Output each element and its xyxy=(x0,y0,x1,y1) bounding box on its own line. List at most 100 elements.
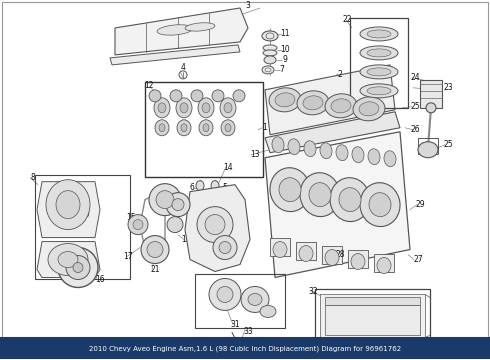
Text: 2: 2 xyxy=(338,70,343,79)
Ellipse shape xyxy=(221,120,235,136)
Ellipse shape xyxy=(167,217,183,233)
Ellipse shape xyxy=(272,137,284,153)
Ellipse shape xyxy=(205,215,225,235)
Text: 34: 34 xyxy=(247,350,257,359)
Ellipse shape xyxy=(203,124,209,132)
Ellipse shape xyxy=(300,173,340,217)
Bar xyxy=(350,18,408,108)
Ellipse shape xyxy=(202,103,210,113)
Bar xyxy=(35,175,130,279)
Ellipse shape xyxy=(367,30,391,38)
Ellipse shape xyxy=(170,90,182,102)
Polygon shape xyxy=(320,294,425,339)
Ellipse shape xyxy=(46,180,90,230)
Ellipse shape xyxy=(384,151,396,167)
Ellipse shape xyxy=(213,235,237,260)
Ellipse shape xyxy=(377,257,391,274)
Ellipse shape xyxy=(236,352,244,358)
Ellipse shape xyxy=(196,181,204,191)
Ellipse shape xyxy=(264,56,276,64)
Ellipse shape xyxy=(275,93,295,107)
Ellipse shape xyxy=(359,102,379,116)
Ellipse shape xyxy=(149,90,161,102)
Text: 14: 14 xyxy=(223,163,233,172)
Ellipse shape xyxy=(156,191,174,209)
Text: 7: 7 xyxy=(280,66,284,75)
Text: 26: 26 xyxy=(410,125,420,134)
Ellipse shape xyxy=(225,124,231,132)
Ellipse shape xyxy=(48,244,88,275)
Ellipse shape xyxy=(303,96,323,110)
Polygon shape xyxy=(265,112,400,153)
Ellipse shape xyxy=(263,45,277,51)
Ellipse shape xyxy=(233,90,245,102)
Bar xyxy=(325,305,420,336)
Ellipse shape xyxy=(66,256,90,279)
Text: 25: 25 xyxy=(410,102,420,111)
Text: 17: 17 xyxy=(123,252,133,261)
Ellipse shape xyxy=(351,253,365,270)
Ellipse shape xyxy=(157,25,193,35)
Bar xyxy=(145,82,263,177)
Ellipse shape xyxy=(154,98,170,118)
Text: 24: 24 xyxy=(410,73,420,82)
Ellipse shape xyxy=(147,242,163,257)
Ellipse shape xyxy=(269,88,301,112)
Bar xyxy=(420,80,442,108)
Ellipse shape xyxy=(339,188,361,212)
Ellipse shape xyxy=(199,120,213,136)
Text: 29: 29 xyxy=(415,200,425,209)
Polygon shape xyxy=(37,242,100,278)
Ellipse shape xyxy=(56,191,80,219)
Ellipse shape xyxy=(270,168,310,212)
Ellipse shape xyxy=(360,27,398,41)
Ellipse shape xyxy=(304,141,316,157)
Ellipse shape xyxy=(159,124,165,132)
Polygon shape xyxy=(185,185,250,271)
Ellipse shape xyxy=(320,143,332,159)
Text: 1: 1 xyxy=(263,123,268,132)
Ellipse shape xyxy=(297,91,329,115)
Bar xyxy=(322,246,342,264)
Polygon shape xyxy=(115,8,248,55)
Bar xyxy=(325,297,420,305)
Ellipse shape xyxy=(248,293,262,305)
Text: 25: 25 xyxy=(443,140,453,149)
Ellipse shape xyxy=(58,248,98,288)
Ellipse shape xyxy=(360,46,398,60)
Ellipse shape xyxy=(426,103,436,113)
Text: 19: 19 xyxy=(80,210,90,219)
Text: 8: 8 xyxy=(30,173,35,182)
Ellipse shape xyxy=(176,98,192,118)
Ellipse shape xyxy=(191,90,203,102)
Text: 12: 12 xyxy=(144,81,154,90)
Ellipse shape xyxy=(367,87,391,95)
Text: 28: 28 xyxy=(335,250,345,259)
Ellipse shape xyxy=(141,235,169,264)
Ellipse shape xyxy=(209,279,241,310)
Ellipse shape xyxy=(241,287,269,312)
Text: 20: 20 xyxy=(158,200,168,209)
Ellipse shape xyxy=(279,178,301,202)
Ellipse shape xyxy=(288,139,300,155)
Ellipse shape xyxy=(211,181,219,191)
Bar xyxy=(418,138,438,154)
Ellipse shape xyxy=(360,341,380,354)
Text: 21: 21 xyxy=(150,265,160,274)
Ellipse shape xyxy=(352,347,368,359)
Ellipse shape xyxy=(73,262,83,273)
Ellipse shape xyxy=(185,23,215,31)
Ellipse shape xyxy=(260,305,276,318)
Ellipse shape xyxy=(325,249,339,266)
Ellipse shape xyxy=(233,342,243,350)
Polygon shape xyxy=(265,132,410,278)
Text: 16: 16 xyxy=(95,275,105,284)
Text: 27: 27 xyxy=(413,255,423,264)
Text: 2010 Chevy Aveo Engine Asm,1.6 L (98 Cubic Inch Displacement) Diagram for 969617: 2010 Chevy Aveo Engine Asm,1.6 L (98 Cub… xyxy=(89,345,401,352)
Ellipse shape xyxy=(273,242,287,257)
Ellipse shape xyxy=(58,252,78,267)
Ellipse shape xyxy=(158,103,166,113)
Text: 30: 30 xyxy=(53,263,63,272)
Ellipse shape xyxy=(353,97,385,121)
Ellipse shape xyxy=(180,103,188,113)
